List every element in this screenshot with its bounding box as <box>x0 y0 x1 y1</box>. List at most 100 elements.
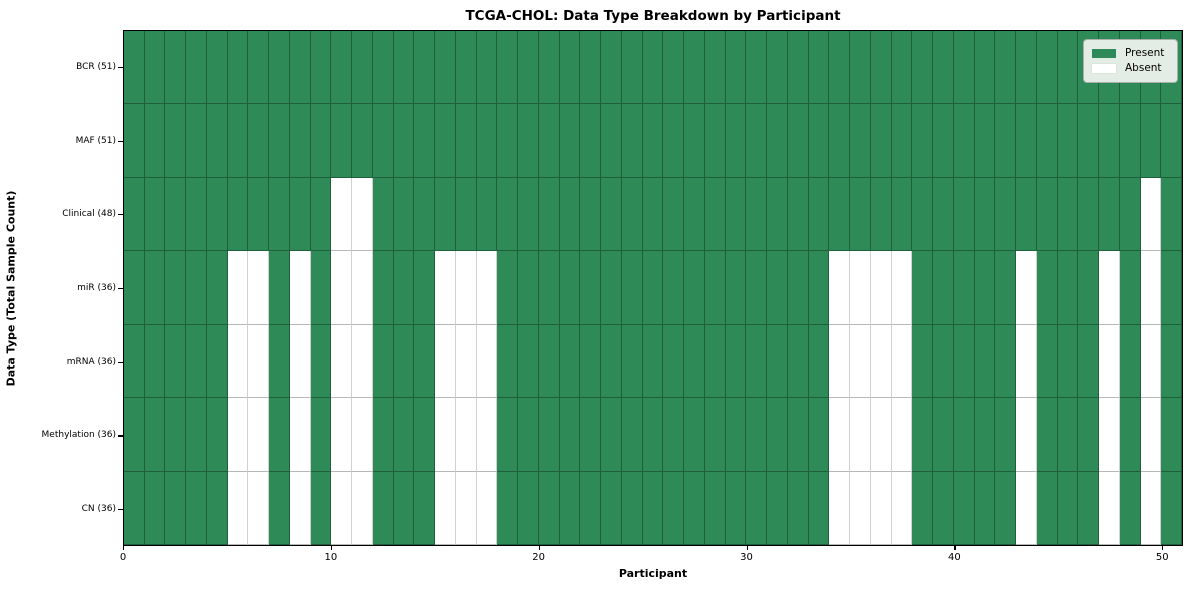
heatmap-cell <box>206 251 228 325</box>
heatmap-cell <box>165 31 187 105</box>
heatmap-cell <box>850 251 871 325</box>
heatmap-cell <box>248 398 270 472</box>
heatmap-cell <box>1161 324 1182 399</box>
heatmap-cell <box>497 31 519 105</box>
heatmap-cell <box>497 177 519 252</box>
heatmap-cell <box>642 104 664 178</box>
heatmap-cell <box>995 251 1017 325</box>
heatmap-cell <box>559 398 581 472</box>
heatmap-cell <box>269 251 290 325</box>
x-tick-label: 50 <box>1155 552 1169 563</box>
heatmap-cell <box>518 471 539 545</box>
heatmap-cell <box>725 324 747 399</box>
heatmap-cell <box>497 104 519 178</box>
heatmap-cell <box>767 104 788 178</box>
heatmap-cell <box>1078 324 1100 399</box>
heatmap-cell <box>829 398 851 472</box>
heatmap-cell <box>580 471 602 545</box>
heatmap-cell <box>331 398 353 472</box>
heatmap-cell <box>704 324 726 399</box>
heatmap-cell <box>1119 177 1141 252</box>
heatmap-cell <box>725 104 747 178</box>
heatmap-cell <box>850 31 871 105</box>
heatmap-cell <box>248 177 270 252</box>
heatmap-cell <box>518 31 539 105</box>
heatmap-cell <box>642 251 664 325</box>
heatmap-cell <box>559 177 581 252</box>
heatmap-cell <box>974 471 996 545</box>
heatmap-cell <box>1036 104 1058 178</box>
heatmap-cell <box>248 31 270 105</box>
heatmap-cell <box>476 31 498 105</box>
y-tick-mark <box>118 435 123 437</box>
x-tick-mark <box>330 546 333 550</box>
x-tick-mark <box>954 546 956 550</box>
heatmap-cell <box>787 31 809 105</box>
heatmap-cell <box>455 398 477 472</box>
heatmap-cell <box>1078 398 1100 472</box>
heatmap-cell <box>684 471 705 545</box>
heatmap-cell <box>1140 104 1162 178</box>
heatmap-cell <box>331 471 353 545</box>
heatmap-cell <box>186 251 207 325</box>
heatmap-cell <box>621 398 643 472</box>
heatmap-cell <box>269 471 290 545</box>
heatmap-cell <box>850 324 871 399</box>
heatmap-cell <box>663 31 685 105</box>
heatmap-cell <box>933 471 954 545</box>
heatmap-cell <box>995 471 1017 545</box>
heatmap-cell <box>393 398 415 472</box>
heatmap-cell <box>310 251 332 325</box>
heatmap-cell <box>310 324 332 399</box>
heatmap-cell <box>933 251 954 325</box>
heatmap-cell <box>124 104 145 178</box>
heatmap-cell <box>393 31 415 105</box>
heatmap-cell <box>352 31 373 105</box>
heatmap-cell <box>663 177 685 252</box>
heatmap-cell <box>995 177 1017 252</box>
heatmap-cell <box>372 398 394 472</box>
heatmap-cell <box>912 398 934 472</box>
heatmap-cell <box>372 31 394 105</box>
heatmap-cell <box>601 324 622 399</box>
heatmap-cell <box>559 251 581 325</box>
heatmap-cell <box>953 471 975 545</box>
heatmap-cell <box>601 104 622 178</box>
heatmap-cell <box>1057 177 1079 252</box>
heatmap-cell <box>1036 177 1058 252</box>
heatmap-cell <box>144 471 166 545</box>
heatmap-cell <box>124 398 145 472</box>
y-tick-label: mRNA (36) <box>66 356 116 367</box>
heatmap-cell <box>891 324 913 399</box>
heatmap-cell <box>1016 251 1037 325</box>
heatmap-cell <box>1078 104 1100 178</box>
heatmap-cell <box>165 471 187 545</box>
y-tick-mark <box>118 288 123 290</box>
heatmap-cell <box>144 31 166 105</box>
x-tick-label: 30 <box>740 552 753 563</box>
heatmap-cell <box>352 251 373 325</box>
heatmap-cell <box>580 31 602 105</box>
heatmap-cell <box>580 398 602 472</box>
heatmap-cell <box>1161 251 1182 325</box>
heatmap-cell <box>310 177 332 252</box>
heatmap-cell <box>767 177 788 252</box>
heatmap-cell <box>767 471 788 545</box>
heatmap-cell <box>829 177 851 252</box>
heatmap-cell <box>186 398 207 472</box>
heatmap-cell <box>165 398 187 472</box>
heatmap-cell <box>206 324 228 399</box>
heatmap-cell <box>538 251 560 325</box>
heatmap-cell <box>559 324 581 399</box>
heatmap-cell <box>1036 324 1058 399</box>
heatmap-cell <box>1016 177 1037 252</box>
heatmap-cell <box>850 471 871 545</box>
heatmap-cell <box>538 177 560 252</box>
heatmap-cell <box>518 251 539 325</box>
heatmap-cell <box>559 104 581 178</box>
y-tick-label: MAF (51) <box>75 135 116 146</box>
y-tick-mark <box>118 140 123 142</box>
heatmap-cell <box>476 398 498 472</box>
heatmap-cell <box>621 471 643 545</box>
heatmap-cell <box>787 324 809 399</box>
